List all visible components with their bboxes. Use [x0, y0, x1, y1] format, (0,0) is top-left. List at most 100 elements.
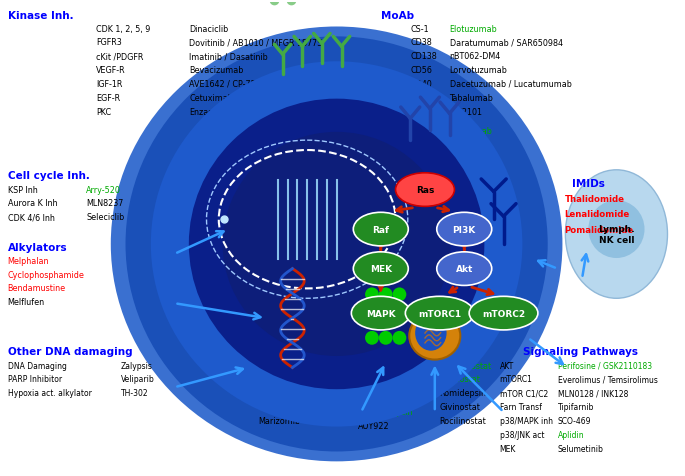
- Text: Tabalumab: Tabalumab: [449, 93, 493, 102]
- Text: Enzastaurin: Enzastaurin: [189, 107, 236, 116]
- Text: MLN8237: MLN8237: [86, 199, 123, 208]
- Circle shape: [365, 288, 379, 302]
- Ellipse shape: [353, 252, 408, 286]
- Text: Marizomib: Marizomib: [258, 416, 300, 425]
- Text: Other DNA damaging: Other DNA damaging: [8, 346, 132, 356]
- Text: Lymph.
NK cell: Lymph. NK cell: [598, 224, 635, 245]
- Text: TH-302: TH-302: [121, 388, 148, 397]
- Text: p38/MAPK inh: p38/MAPK inh: [499, 416, 553, 425]
- Text: Cyclophosphamide: Cyclophosphamide: [8, 270, 84, 279]
- Text: Hsp-90 Inh.: Hsp-90 Inh.: [358, 392, 425, 402]
- Text: KiR: KiR: [410, 107, 423, 116]
- Text: FGFR3: FGFR3: [96, 38, 122, 47]
- Text: mTOR C1/C2: mTOR C1/C2: [499, 388, 548, 397]
- Text: Thalidomide: Thalidomide: [564, 194, 625, 203]
- Text: AKT: AKT: [499, 361, 514, 370]
- Ellipse shape: [111, 28, 562, 461]
- Text: KSP Inh: KSP Inh: [8, 185, 38, 194]
- Text: mTORC1: mTORC1: [499, 375, 532, 384]
- Text: CD138: CD138: [410, 52, 437, 61]
- Text: Oprozomib: Oprozomib: [258, 402, 303, 411]
- Text: DACi: DACi: [440, 346, 468, 356]
- Text: Raf: Raf: [372, 225, 389, 234]
- Text: Panobinostat: Panobinostat: [440, 361, 492, 370]
- Text: Ras: Ras: [416, 186, 434, 195]
- Text: CS-1: CS-1: [410, 24, 429, 33]
- Text: Prot. Inh.: Prot. Inh.: [258, 346, 313, 356]
- Ellipse shape: [469, 297, 538, 330]
- Text: Aplidin: Aplidin: [558, 430, 584, 439]
- Circle shape: [393, 331, 406, 345]
- Text: Rocilinostat: Rocilinostat: [440, 416, 486, 425]
- Text: Bortezomib: Bortezomib: [258, 361, 305, 370]
- Text: Selumetinib: Selumetinib: [558, 444, 603, 453]
- Text: nBT062-DM4: nBT062-DM4: [449, 52, 501, 61]
- Text: IL-6: IL-6: [410, 127, 425, 136]
- Text: Melflufen: Melflufen: [8, 298, 45, 307]
- Text: Perifosine / GSK2110183: Perifosine / GSK2110183: [558, 361, 651, 370]
- Text: Tanespimycin: Tanespimycin: [358, 407, 412, 416]
- Ellipse shape: [437, 252, 492, 286]
- Text: Arry-520: Arry-520: [86, 185, 121, 194]
- Text: Aurora K Inh: Aurora K Inh: [8, 199, 57, 208]
- Text: Tipifarnib: Tipifarnib: [558, 402, 594, 411]
- Ellipse shape: [125, 37, 548, 452]
- Ellipse shape: [351, 297, 410, 330]
- Text: VEGF-R: VEGF-R: [96, 66, 125, 75]
- Circle shape: [379, 331, 393, 345]
- Circle shape: [365, 331, 379, 345]
- Text: Akt: Akt: [456, 265, 473, 274]
- Text: Alkylators: Alkylators: [8, 242, 67, 252]
- Text: mTORC2: mTORC2: [482, 309, 525, 318]
- Text: Zalypsis: Zalypsis: [121, 361, 153, 370]
- Text: IPH2101: IPH2101: [449, 107, 482, 116]
- Text: AVE1642 / CP-751, 851: AVE1642 / CP-751, 851: [189, 79, 281, 89]
- Text: cKit /PDGFR: cKit /PDGFR: [96, 52, 143, 61]
- Text: Kinase Inh.: Kinase Inh.: [8, 10, 73, 20]
- Circle shape: [379, 288, 393, 302]
- Text: Imatinib / Dasatinib: Imatinib / Dasatinib: [189, 52, 268, 61]
- Text: IGF-1R: IGF-1R: [96, 79, 123, 89]
- Ellipse shape: [415, 316, 447, 351]
- Text: CD40: CD40: [410, 79, 432, 89]
- Ellipse shape: [395, 173, 454, 207]
- Text: SCO-469: SCO-469: [558, 416, 591, 425]
- Text: PKC: PKC: [96, 107, 111, 116]
- Text: CDK 4/6 Inh: CDK 4/6 Inh: [8, 213, 55, 222]
- Text: mTORC1: mTORC1: [418, 309, 461, 318]
- Text: Dacetuzumab / Lucatumumab: Dacetuzumab / Lucatumumab: [449, 79, 571, 89]
- Ellipse shape: [565, 170, 667, 298]
- Text: Bendamustine: Bendamustine: [8, 284, 66, 293]
- Text: Elotuzumab: Elotuzumab: [449, 24, 497, 33]
- Ellipse shape: [409, 312, 460, 360]
- Text: Carfilzomib: Carfilzomib: [258, 375, 304, 384]
- Text: Lenalidomide: Lenalidomide: [564, 210, 630, 219]
- Ellipse shape: [353, 213, 408, 247]
- Text: MoAb: MoAb: [381, 10, 414, 20]
- Text: MLN0128 / INK128: MLN0128 / INK128: [558, 388, 628, 397]
- Text: Givinostat: Givinostat: [440, 402, 481, 411]
- Text: Bevacizumab: Bevacizumab: [189, 66, 244, 75]
- Text: PARP Inhibitor: PARP Inhibitor: [8, 375, 62, 384]
- Text: Siltuximab: Siltuximab: [449, 127, 493, 136]
- Ellipse shape: [406, 297, 474, 330]
- Ellipse shape: [189, 99, 484, 389]
- Text: Dovitinib / AB1010 / MFGR 1877S: Dovitinib / AB1010 / MFGR 1877S: [189, 38, 323, 47]
- Text: Melphalan: Melphalan: [8, 256, 49, 265]
- Text: CD38: CD38: [410, 38, 432, 47]
- Text: Dinaciclib: Dinaciclib: [189, 24, 229, 33]
- Text: Everolimus / Temsirolimus: Everolimus / Temsirolimus: [558, 375, 658, 384]
- Text: MAPK: MAPK: [366, 309, 396, 318]
- Text: Daratumumab / SAR650984: Daratumumab / SAR650984: [449, 38, 562, 47]
- Ellipse shape: [588, 201, 645, 258]
- Text: Romidepsin: Romidepsin: [440, 388, 487, 397]
- Ellipse shape: [151, 62, 523, 426]
- Text: EGF-R: EGF-R: [96, 93, 120, 102]
- Text: PI3K: PI3K: [453, 225, 476, 234]
- Circle shape: [393, 309, 406, 323]
- Text: Lorvotuzumab: Lorvotuzumab: [449, 66, 508, 75]
- Text: Seleciclib: Seleciclib: [86, 213, 125, 222]
- Text: AUY922: AUY922: [358, 421, 390, 430]
- Text: Pomalidomide: Pomalidomide: [564, 226, 634, 235]
- Circle shape: [365, 309, 379, 323]
